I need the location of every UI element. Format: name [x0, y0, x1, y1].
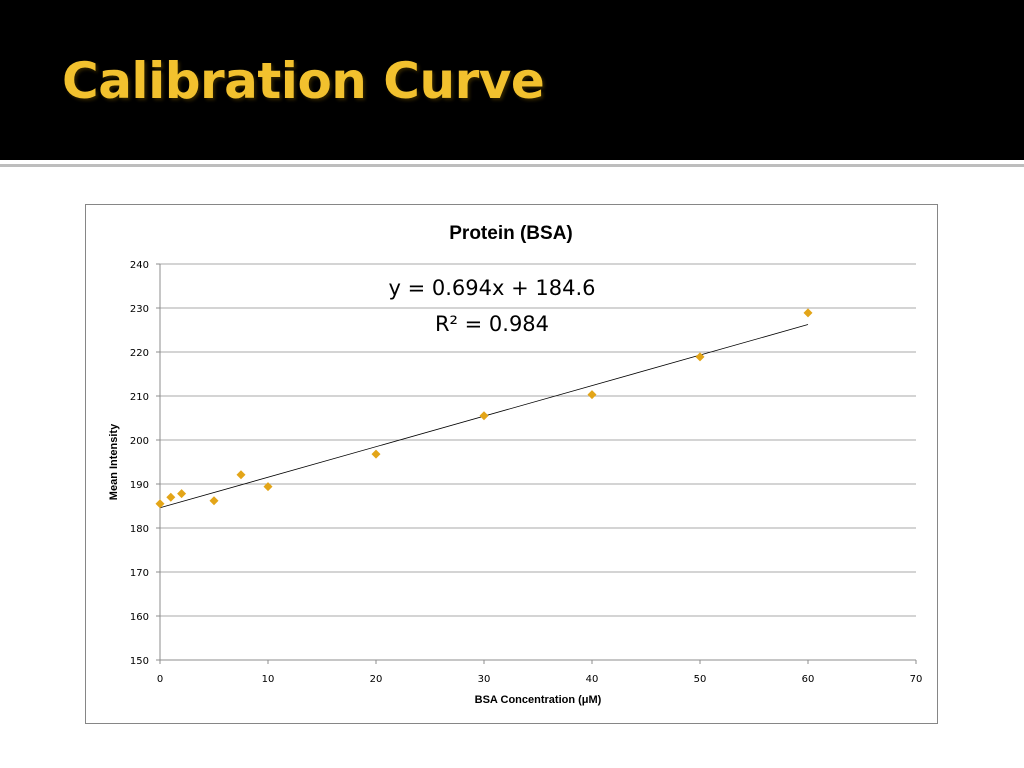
data-point: [177, 489, 187, 499]
x-axis-title: BSA Concentration (μM): [475, 694, 602, 706]
axes: [156, 263, 917, 664]
chart-title: Protein (BSA): [449, 223, 573, 244]
data-point: [209, 496, 219, 506]
y-axis-title: Mean Intensity: [108, 423, 120, 500]
x-tick-label: 50: [694, 674, 707, 685]
x-tick-label: 70: [910, 674, 923, 685]
y-tick-label: 240: [130, 260, 149, 271]
trendline-r2: R² = 0.984: [435, 312, 549, 336]
y-tick-label: 190: [130, 480, 149, 491]
data-points: [155, 308, 813, 509]
y-tick-label: 160: [130, 612, 149, 623]
x-tick-label: 0: [157, 674, 163, 685]
y-tick-label: 230: [130, 304, 149, 315]
header-divider-shadow: [0, 164, 1024, 167]
header-divider: [0, 160, 1024, 164]
y-tick-label: 210: [130, 392, 149, 403]
slide-header: [0, 0, 1024, 160]
chart-frame: [85, 204, 938, 724]
data-point: [371, 449, 381, 459]
x-tick-label: 30: [478, 674, 491, 685]
y-tick-label: 200: [130, 436, 149, 447]
x-tick-label: 40: [586, 674, 599, 685]
data-point: [236, 470, 246, 480]
x-tick-label: 20: [370, 674, 383, 685]
data-point: [803, 308, 813, 318]
gridlines: [160, 263, 916, 617]
slide-title: Calibration Curve: [62, 52, 545, 110]
data-point: [155, 499, 165, 509]
x-tick-labels: 0 10 20 30 40 50 60 70: [157, 674, 923, 685]
y-tick-label: 170: [130, 568, 149, 579]
data-point: [479, 411, 489, 421]
data-point: [166, 492, 176, 502]
y-tick-label: 150: [130, 656, 149, 667]
y-tick-label: 180: [130, 524, 149, 535]
x-tick-label: 60: [802, 674, 815, 685]
x-tick-label: 10: [262, 674, 275, 685]
data-point: [587, 390, 597, 400]
data-point: [263, 482, 273, 492]
trendline-equation: y = 0.694x + 184.6: [389, 276, 596, 300]
y-tick-labels: 150 160 170 180 190 200 210 220 230 240: [130, 260, 149, 667]
data-point: [695, 352, 705, 362]
y-tick-label: 220: [130, 348, 149, 359]
